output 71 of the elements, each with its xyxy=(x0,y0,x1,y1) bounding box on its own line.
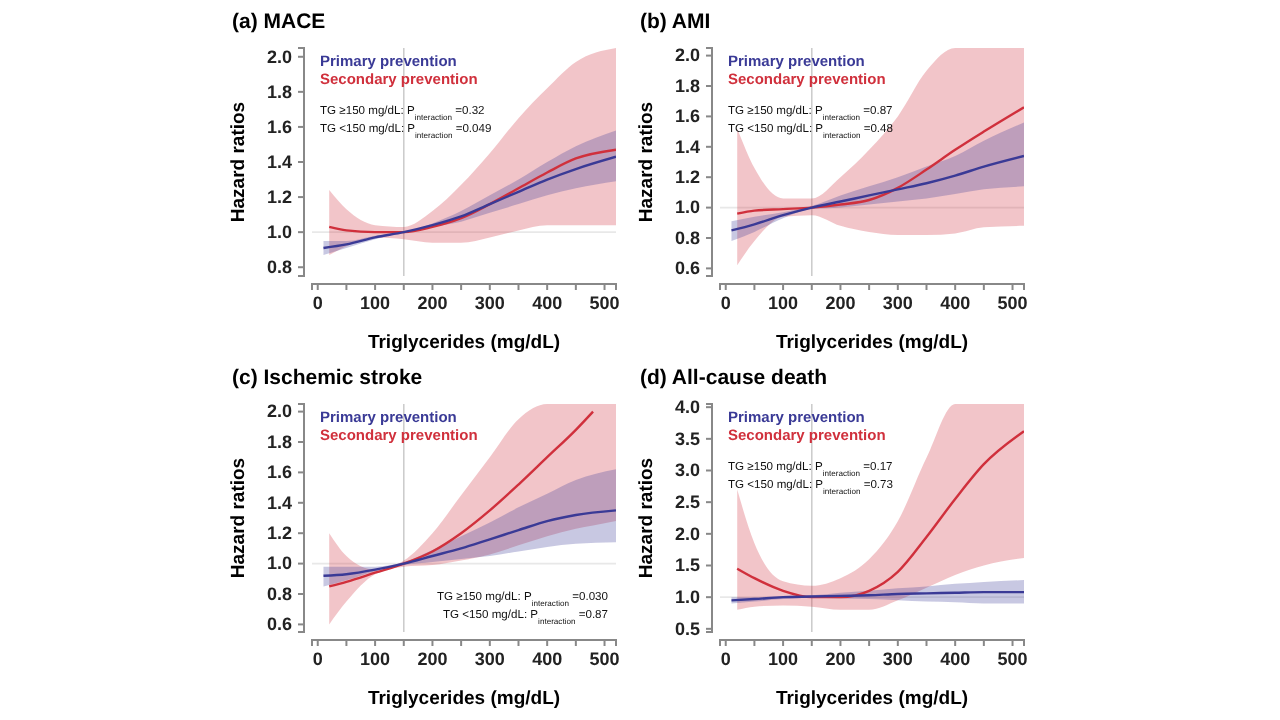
y-tick-label: 1.2 xyxy=(674,166,700,187)
y-tick-label: 0.8 xyxy=(266,256,292,277)
x-tick-label: 500 xyxy=(997,292,1028,313)
x-tick-label: 100 xyxy=(768,292,799,313)
y-tick-label: 1.4 xyxy=(266,492,292,513)
y-tick-label: 1.4 xyxy=(674,136,700,157)
y-tick-label: 2.0 xyxy=(266,46,292,67)
x-axis-title: Triglycerides (mg/dL) xyxy=(367,332,561,354)
y-tick-label: 1.5 xyxy=(674,555,700,576)
x-tick-label: 300 xyxy=(882,292,913,313)
line-series xyxy=(322,509,616,577)
y-tick-label: 1.6 xyxy=(674,106,700,127)
x-tick-label: 0 xyxy=(312,292,323,313)
y-tick-label: 4.0 xyxy=(674,396,700,417)
y-tick-label: 0.6 xyxy=(266,614,292,635)
line-series xyxy=(730,154,1024,232)
x-tick-label: 400 xyxy=(940,648,971,669)
y-axis-title: Hazard ratios xyxy=(636,101,658,223)
y-tick-label: 1.0 xyxy=(674,586,700,607)
y-tick-label: 1.4 xyxy=(266,151,292,172)
y-tick-label: 0.8 xyxy=(674,227,700,248)
y-tick-label: 1.8 xyxy=(266,81,292,102)
line-series xyxy=(322,155,616,250)
y-tick-label: 2.5 xyxy=(674,491,700,512)
x-tick-label: 200 xyxy=(417,292,448,313)
y-tick-label: 1.2 xyxy=(266,186,292,207)
x-axis-title: Triglycerides (mg/dL) xyxy=(367,688,561,710)
y-tick-label: 2.0 xyxy=(266,401,292,422)
chart-title: (a) MACE xyxy=(232,10,326,34)
x-tick-label: 0 xyxy=(720,648,731,669)
x-tick-label: 100 xyxy=(360,292,391,313)
y-tick-label: 1.6 xyxy=(266,462,292,483)
chart-title: (d) All-cause death xyxy=(640,366,828,390)
x-tick-label: 500 xyxy=(589,648,620,669)
x-tick-label: 0 xyxy=(720,292,731,313)
y-tick-label: 1.8 xyxy=(266,431,292,452)
y-tick-label: 2.0 xyxy=(674,523,700,544)
line-series xyxy=(328,148,616,234)
y-tick-label: 1.0 xyxy=(674,197,700,218)
x-tick-label: 0 xyxy=(312,648,323,669)
y-axis-title: Hazard ratios xyxy=(636,457,658,579)
chart-title: (c) Ischemic stroke xyxy=(232,366,423,390)
x-axis-title: Triglycerides (mg/dL) xyxy=(775,332,969,354)
x-tick-label: 500 xyxy=(589,292,620,313)
y-tick-label: 1.6 xyxy=(266,116,292,137)
x-tick-label: 200 xyxy=(417,648,448,669)
y-tick-label: 0.8 xyxy=(266,583,292,604)
y-tick-label: 3.0 xyxy=(674,460,700,481)
chart-title: (b) AMI xyxy=(640,10,711,34)
x-tick-label: 400 xyxy=(532,648,563,669)
y-tick-label: 1.8 xyxy=(674,75,700,96)
x-tick-label: 400 xyxy=(940,292,971,313)
y-tick-label: 1.2 xyxy=(266,522,292,543)
y-tick-label: 2.0 xyxy=(674,45,700,66)
y-tick-label: 1.0 xyxy=(266,221,292,242)
y-tick-label: 0.6 xyxy=(674,258,700,279)
y-tick-label: 1.0 xyxy=(266,553,292,574)
y-axis-title: Hazard ratios xyxy=(228,101,250,223)
x-tick-label: 400 xyxy=(532,292,563,313)
x-tick-label: 300 xyxy=(474,292,505,313)
y-tick-label: 0.5 xyxy=(674,618,700,639)
x-tick-label: 200 xyxy=(825,292,856,313)
x-axis-title: Triglycerides (mg/dL) xyxy=(775,688,969,710)
x-tick-label: 500 xyxy=(997,648,1028,669)
y-tick-label: 3.5 xyxy=(674,428,700,449)
x-tick-label: 100 xyxy=(768,648,799,669)
x-tick-label: 200 xyxy=(825,648,856,669)
y-axis-title: Hazard ratios xyxy=(228,457,250,579)
x-tick-label: 300 xyxy=(474,648,505,669)
x-tick-label: 100 xyxy=(360,648,391,669)
x-tick-label: 300 xyxy=(882,648,913,669)
